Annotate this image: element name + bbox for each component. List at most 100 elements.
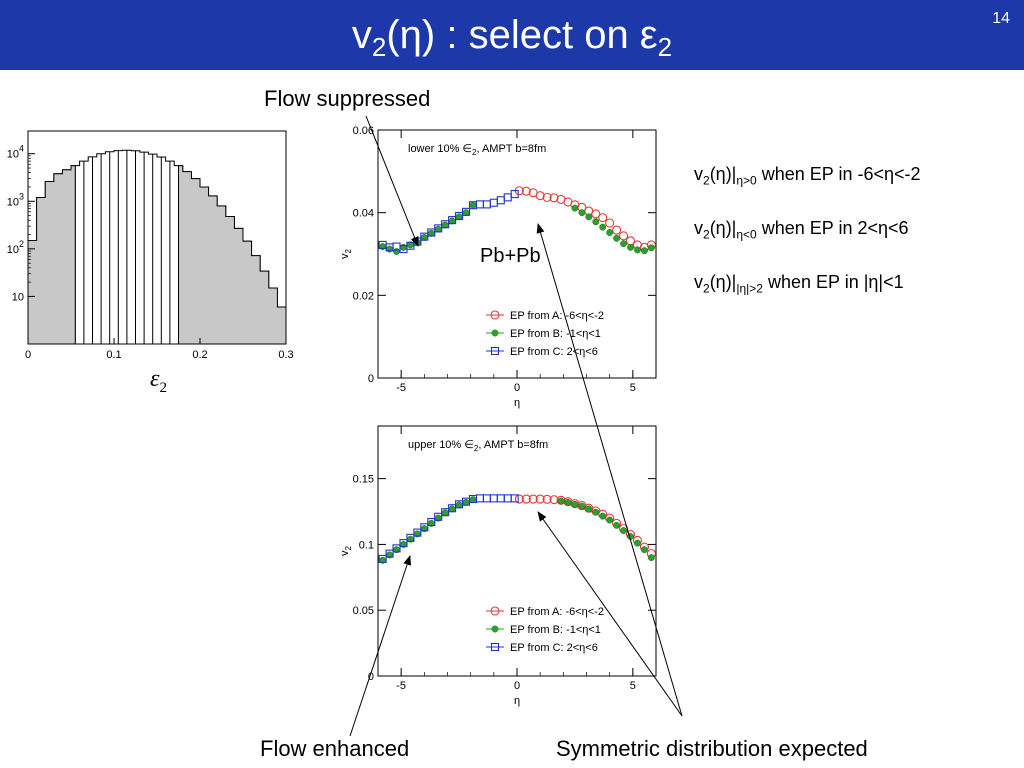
annotation-arrow [365,115,419,247]
title-bar: v2(η) : select on ε2 14 [0,0,1024,70]
point-ep-c [413,528,422,537]
point-ep-a [549,193,559,203]
point-ep-a [591,209,601,219]
y-axis-label-sub: 2 [344,545,353,550]
legend-label: EP from B: -1<η<1 [510,328,601,340]
point-ep-b [634,539,641,547]
y-tick-exponent: 4 [19,144,24,154]
point-ep-b [585,505,593,513]
point-ep-b [599,223,607,231]
legend-label: EP from A: -6<η<-2 [510,606,604,618]
point-ep-b [606,229,614,236]
point-ep-c [392,544,401,553]
x-tick-label: 0.2 [192,349,207,361]
point-ep-a [598,213,608,223]
point-ep-c [378,554,387,563]
symmetric-label: Symmetric distribution expected [556,736,868,761]
x-tick-label: 0 [514,680,520,692]
point-ep-c [420,523,429,532]
plot-title-sub: 2 [472,148,477,157]
point-ep-b [620,240,628,248]
annotation-arrows [349,115,683,737]
point-ep-b [455,501,463,509]
y-axis-label: v2 [339,545,353,556]
point-ep-c [455,211,464,221]
plot-title-part: , AMPT b=8fm [476,143,546,155]
shaded-region [27,165,76,345]
plot-title-part: upper 10% ∈ [408,439,474,451]
flow-enhanced-label: Flow enhanced [260,736,410,761]
point-ep-a [490,310,500,320]
legend-label: EP from C: 2<η<6 [510,346,598,358]
point-ep-b [592,508,600,516]
point-ep-a [521,494,531,504]
y-tick-label: 10 [12,291,24,303]
point-ep-c [448,216,457,225]
point-ep-b [571,500,579,508]
plot-frame [377,129,657,379]
point-ep-a [535,191,545,201]
plot-title: upper 10% ∈2, AMPT b=8fm [408,439,548,453]
x-tick-label: 0 [514,382,520,394]
x-axis-label: η [514,695,520,707]
point-ep-a [619,231,629,241]
plot-title-sub: 2 [474,444,479,453]
point-ep-b [606,516,614,524]
x-tick-label: -5 [396,680,406,692]
point-ep-a [612,225,622,235]
point-ep-b [469,496,477,504]
pbpb-label: Pb+Pb [480,245,541,267]
annotation-arrow [536,223,683,717]
y-tick-label: 0 [368,373,374,385]
point-ep-b [441,509,449,517]
y-axis-label: v2 [339,248,353,259]
point-ep-b [557,497,565,505]
point-ep-b [627,243,634,251]
point-ep-c [510,494,519,503]
x-axis-label-sub: 2 [159,380,167,396]
y-tick-label: 0.1 [359,539,374,551]
x-tick-label: 0 [25,349,31,361]
x-tick-label: 5 [630,382,636,394]
y-tick-label: 103 [7,191,24,208]
shaded-region [178,165,287,345]
point-ep-b [640,546,648,554]
plot-frame [377,425,657,677]
point-ep-c [420,232,429,241]
point-ep-c [385,549,394,558]
page-number: 14 [992,10,1010,27]
point-ep-b [393,248,400,255]
point-ep-a [490,606,500,616]
point-ep-b [592,218,600,226]
flow-suppressed-label: Flow suppressed [264,86,431,111]
note-eta-abs: v2(η)||η|>2 when EP in |η|<1 [694,272,904,296]
point-ep-b [491,625,499,633]
histogram-frame [27,130,287,345]
annotation-arrow [349,555,411,737]
point-ep-a [605,218,615,228]
y-axis-label-sub: 2 [344,248,353,253]
y-tick-label: 0.02 [353,290,374,302]
point-ep-b [462,498,470,506]
point-ep-a [535,494,545,504]
point-ep-c [490,346,500,356]
point-ep-c [399,539,408,548]
point-ep-b [585,213,593,221]
point-ep-b [647,554,655,562]
point-ep-c [441,220,450,229]
y-tick-label: 104 [7,144,24,161]
point-ep-b [564,498,572,506]
x-tick-label: 0.1 [106,349,121,361]
x-tick-label: 5 [630,680,636,692]
point-ep-b [634,246,641,254]
point-ep-b [613,234,621,242]
point-ep-a [542,192,552,202]
point-ep-a [514,494,524,504]
y-tick-label: 102 [7,239,24,256]
histogram-outline [27,149,287,344]
y-tick-label: 0.06 [353,125,374,137]
y-tick-label: 0 [368,671,374,683]
point-ep-a [542,494,552,504]
